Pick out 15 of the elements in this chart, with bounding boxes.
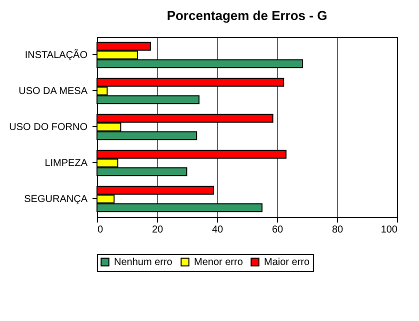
chart-title: Porcentagem de Erros - G — [166, 8, 328, 23]
x-tick-label: 80 — [332, 224, 344, 236]
y-tick-label: USO DO FORNO — [9, 122, 88, 133]
x-tick-label: 40 — [212, 224, 224, 236]
y-tick-label: SEGURANÇA — [24, 194, 88, 205]
x-tick-label: 20 — [152, 224, 164, 236]
x-tick-label: 60 — [272, 224, 284, 236]
y-tick-label: LIMPEZA — [44, 158, 88, 169]
x-tick-label: 0 — [98, 224, 104, 236]
legend-label: Maior erro — [264, 257, 310, 268]
y-tick-label: USO DA MESA — [18, 86, 88, 97]
x-tick-label: 100 — [380, 224, 398, 236]
legend-label: Nenhum erro — [114, 257, 173, 268]
y-tick-label: INSTALAÇÃO — [24, 49, 88, 61]
legend-label: Menor erro — [194, 257, 244, 268]
